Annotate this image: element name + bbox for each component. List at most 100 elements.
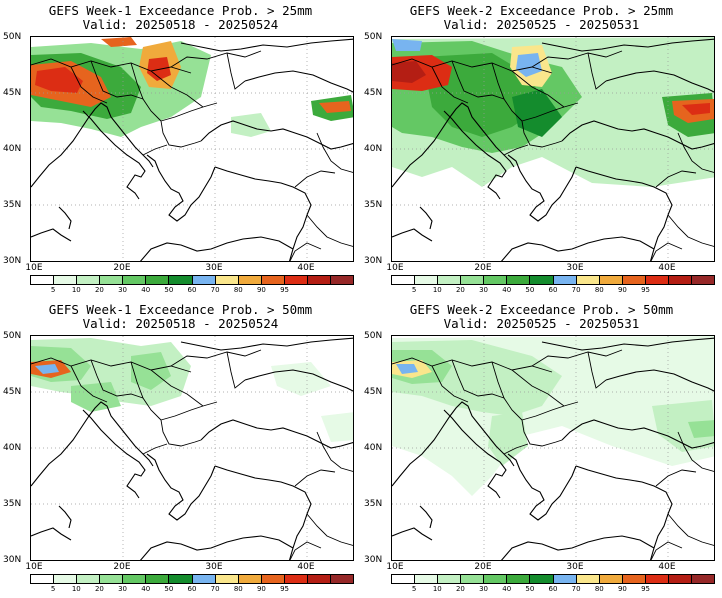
colorbar-tick-label: 10 [71,585,81,593]
colorbar [391,574,715,584]
coastline [541,38,714,52]
coastline [82,110,146,200]
colorbar-swatch [392,575,416,583]
lat-label: 30N [3,555,22,565]
colorbar-swatch [484,276,508,284]
colorbar-swatch [215,276,239,284]
colorbar-swatch [415,276,439,284]
colorbar-swatch [215,575,239,583]
probability-shading [231,113,271,137]
colorbar-swatch [100,276,124,284]
country-border [655,170,697,188]
panel-title: GEFS Week-2 Exceedance Prob. > 50mm [409,302,674,317]
colorbar-swatch [553,276,577,284]
colorbar-swatch [146,575,170,583]
country-border [90,60,144,100]
colorbar-swatch [692,575,715,583]
coastline [392,527,433,541]
country-border [431,365,469,403]
colorbar-swatch [438,276,462,284]
lon-label: 40E [297,263,315,273]
country-border [677,431,714,472]
colorbar-swatch [553,575,577,583]
panel-week1-25mm: GEFS Week-1 Exceedance Prob. > 25mm Vali… [0,0,361,299]
colorbar-swatch [530,575,554,583]
lat-label: 45N [364,387,383,397]
country-border [531,349,623,367]
map-canvas [31,37,353,261]
probability-shading [652,400,714,452]
colorbar-tick-label: 20 [455,286,465,294]
colorbar-tick-label: 95 [641,585,651,593]
lat-label: 40N [364,144,383,154]
colorbar-tick-label: 90 [256,286,266,294]
probability-shading [131,352,171,390]
lon-label: 10E [25,562,43,572]
lat-label: 50N [364,331,383,341]
colorbar-tick-label: 20 [455,585,465,593]
probability-shading [422,53,542,137]
country-border [503,144,529,156]
lon-label: 40E [658,562,676,572]
lon-label: 20E [474,562,492,572]
coastline [139,236,294,261]
colorbar-swatch [54,575,78,583]
coastline [288,513,308,560]
lon-label: 10E [386,263,404,273]
coastline [146,154,216,222]
probability-shading [319,101,351,113]
colorbar-tick-label: 60 [187,585,197,593]
coastline [507,453,577,521]
colorbar-tick-label: 40 [502,286,512,294]
country-border [392,58,553,74]
probability-map [391,36,715,262]
country-border [289,242,322,261]
colorbar-tick-label: 80 [233,585,243,593]
lat-label: 45N [3,88,22,98]
coastline [443,110,507,200]
map-canvas [392,336,714,560]
country-border [511,70,565,108]
panel-week1-50mm: GEFS Week-1 Exceedance Prob. > 50mm Vali… [0,299,361,598]
country-border [316,431,353,472]
coastline [575,465,673,515]
lat-label: 30N [364,256,383,266]
colorbar-swatch [261,575,285,583]
colorbar-tick-label: 5 [411,585,417,593]
coastline [541,337,714,351]
country-border [667,214,714,247]
colorbar-swatch [461,575,485,583]
colorbar-swatch [692,276,715,284]
colorbar-tick-label: 10 [432,585,442,593]
probability-shading [682,103,710,115]
lat-label: 35N [3,200,22,210]
colorbar-swatch [576,575,600,583]
colorbar-tick-label: 60 [548,585,558,593]
country-border [587,351,607,389]
coastline [58,505,72,529]
probability-shading [516,53,542,77]
colorbar-tick-label: 70 [210,286,220,294]
country-border [531,50,623,68]
country-border [521,419,563,447]
colorbar-tick-label: 80 [233,286,243,294]
country-border [160,419,202,447]
country-border [160,401,218,421]
coastline [146,453,216,521]
colorbar-tick-label: 5 [50,585,56,593]
probability-shading [35,67,83,93]
probability-map [30,335,354,561]
lat-label: 50N [3,32,22,42]
colorbar-swatch [668,575,693,583]
country-border [521,120,563,148]
colorbar-tick-label: 60 [187,286,197,294]
lat-label: 35N [364,499,383,509]
country-border [90,359,144,399]
panel-valid-dates: Valid: 20250525 - 20250531 [443,17,640,32]
probability-shading [392,61,426,83]
probability-shading [392,39,422,51]
colorbar-swatch [238,276,262,284]
colorbar-swatch [622,276,646,284]
probability-shading [688,420,714,438]
colorbar-tick-label: 50 [525,286,535,294]
